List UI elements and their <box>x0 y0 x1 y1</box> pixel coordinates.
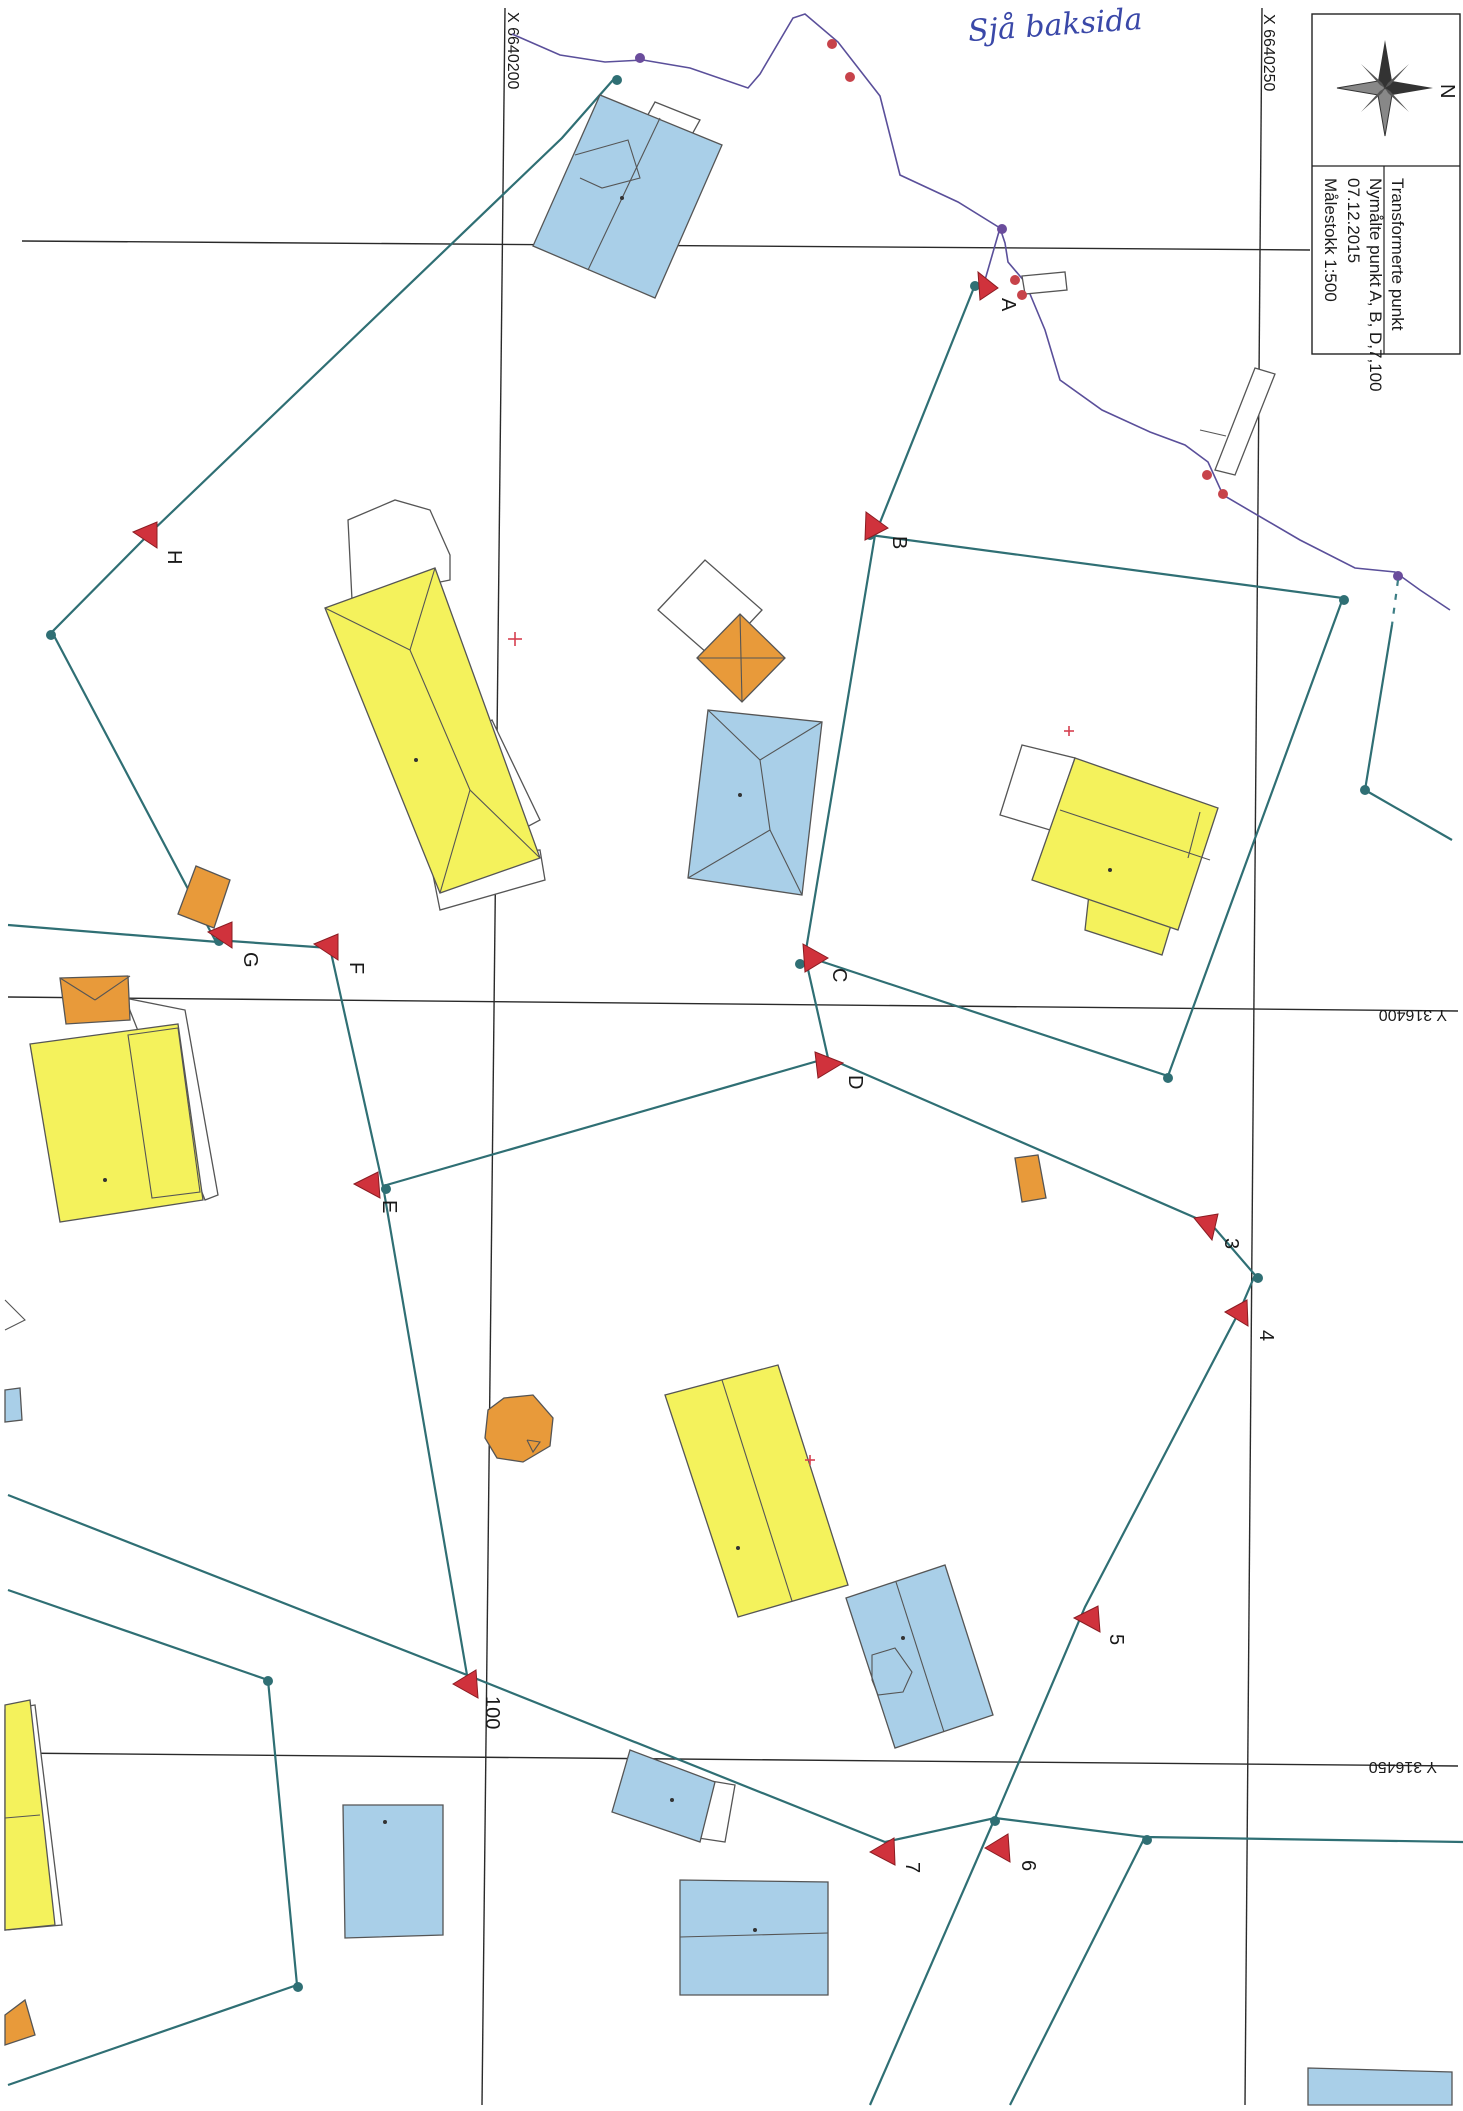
point-marker-D: D <box>814 1051 866 1089</box>
info-line-4: Målestokk 1:500 <box>1321 178 1340 302</box>
grid-label-y-lower: Y 316450 <box>1369 1758 1437 1775</box>
building-yellow-left-edge <box>4 1699 63 1931</box>
svg-text:100: 100 <box>481 1696 503 1729</box>
building-yellow-centre <box>664 1364 849 1618</box>
building-blue-bottom <box>679 1879 829 1996</box>
point-marker-C: C <box>802 943 850 982</box>
building-orange-small <box>1014 1154 1047 1203</box>
point-marker-6: 6 <box>984 1833 1039 1871</box>
building-blue-centre <box>687 709 823 896</box>
point-marker-A: A <box>977 270 1019 312</box>
svg-text:D: D <box>844 1075 866 1089</box>
svg-text:C: C <box>828 968 850 982</box>
grid-label-y-upper: Y 316400 <box>1379 1006 1447 1023</box>
point-marker-3: 3 <box>1193 1213 1242 1249</box>
building-orange-octagon <box>484 1394 554 1463</box>
map-info-box: N Transformerte punkt Nymålte punkt A, B… <box>1311 13 1461 392</box>
svg-text:B: B <box>888 536 910 549</box>
building-blue-bottom-right <box>1307 2067 1453 2106</box>
property-boundaries <box>7 79 1463 2106</box>
building-orange-b <box>657 559 786 703</box>
building-blue-lower-right <box>845 1564 994 1749</box>
svg-text:7: 7 <box>901 1862 923 1873</box>
info-line-2: Nymålte punkt A, B, D,7,100 <box>1366 178 1385 392</box>
creek-line <box>511 13 1451 611</box>
point-marker-B: B <box>864 511 910 549</box>
info-line-1: Transformerte punkt <box>1388 178 1407 331</box>
svg-text:6: 6 <box>1017 1860 1039 1871</box>
svg-text:5: 5 <box>1105 1634 1127 1645</box>
building-blue-near-7 <box>611 1749 736 1843</box>
point-marker-F: F <box>312 933 367 974</box>
building-orange-g <box>177 865 231 929</box>
point-marker-4: 4 <box>1223 1299 1277 1341</box>
building-blue-bottom-left <box>342 1804 444 1939</box>
point-marker-G: G <box>206 921 261 968</box>
svg-text:F: F <box>345 962 367 974</box>
point-marker-5: 5 <box>1072 1605 1127 1645</box>
buildings <box>4 94 1453 2106</box>
building-blue-left-edge <box>4 1387 23 1423</box>
grid-label-x-left: X 6640200 <box>504 12 521 90</box>
svg-text:E: E <box>378 1200 400 1213</box>
building-yellow-large <box>324 499 546 911</box>
survey-points: A B C D E F G H <box>131 270 1277 1873</box>
info-line-3: 07.12.2015 <box>1344 178 1363 263</box>
point-marker-100: 100 <box>452 1669 503 1729</box>
building-yellow-upper-right <box>999 726 1219 956</box>
handwritten-note: Sjå baksida <box>967 2 1144 49</box>
point-marker-H: H <box>131 521 185 564</box>
svg-text:G: G <box>239 952 261 968</box>
compass-rose-icon <box>1336 40 1433 137</box>
svg-text:3: 3 <box>1220 1238 1242 1249</box>
building-orange-left-edge <box>4 1998 36 2046</box>
north-label: N <box>1436 84 1458 98</box>
grid-label-x-right: X 6640250 <box>1260 14 1277 92</box>
svg-text:A: A <box>997 298 1019 312</box>
svg-text:H: H <box>163 550 185 564</box>
building-yellow-left <box>29 975 219 1223</box>
svg-text:4: 4 <box>1255 1330 1277 1341</box>
building-blue-top <box>532 94 723 299</box>
point-marker-E: E <box>352 1171 400 1213</box>
boundary-nodes <box>46 75 1370 1992</box>
point-marker-7: 7 <box>868 1837 923 1873</box>
